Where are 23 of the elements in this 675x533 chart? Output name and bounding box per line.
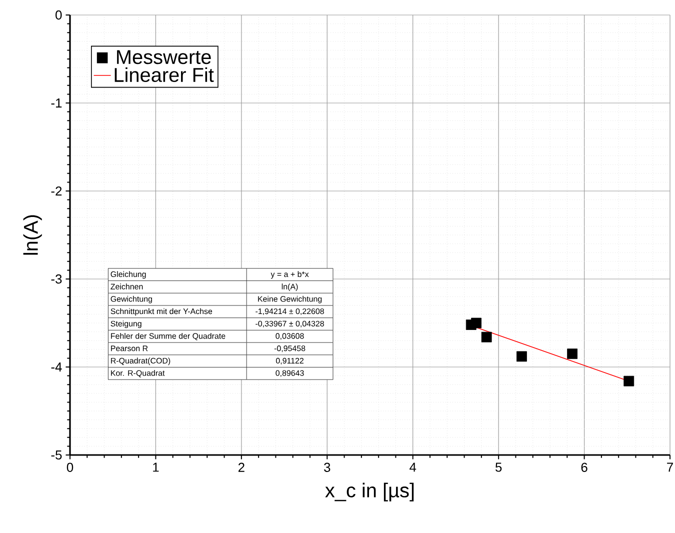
y-tick-label: -3	[51, 274, 62, 284]
y-tick-label: -4	[51, 362, 62, 372]
x-tick-label: 0	[66, 462, 74, 472]
y-tick-label: 0	[56, 10, 62, 20]
x-axis-title: x_c in [µs]	[325, 482, 414, 502]
point	[624, 376, 634, 386]
x-tick-label: 5	[495, 462, 502, 472]
y-tick-label: -2	[51, 186, 62, 196]
legend-label: Linearer Fit	[114, 67, 214, 82]
y-axis-title: ln(A)	[23, 215, 42, 255]
x-tick-label: 4	[410, 462, 416, 472]
legend-label: Messwerte	[117, 50, 211, 64]
x-tick-label: 6	[581, 462, 588, 472]
point	[481, 332, 492, 342]
point	[516, 351, 527, 362]
point	[471, 318, 482, 328]
x-tick-label: 7	[667, 462, 673, 472]
x-tick-label: 3	[324, 462, 330, 472]
point	[567, 348, 578, 359]
x-tick-label: 2	[238, 462, 244, 472]
x-tick-label: 1	[153, 462, 159, 472]
y-tick-label: -1	[51, 98, 62, 108]
y-tick-label: -5	[51, 450, 62, 460]
